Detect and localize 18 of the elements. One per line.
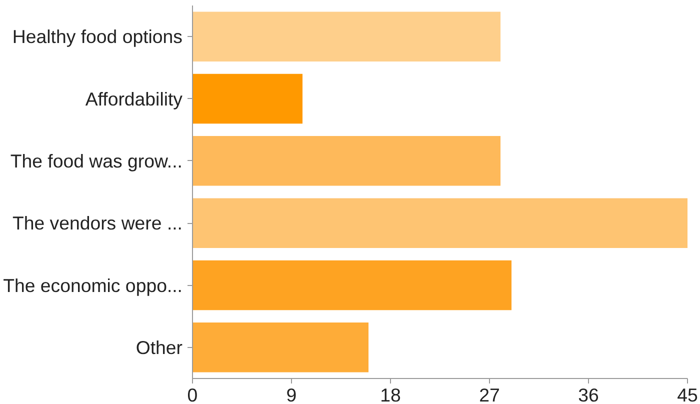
x-tick-label: 9 xyxy=(286,384,297,404)
y-tick-label: The vendors were ... xyxy=(12,212,183,234)
y-tick-label: Other xyxy=(136,336,183,358)
y-tick-label: Affordability xyxy=(85,88,184,110)
bar xyxy=(192,198,688,248)
bar xyxy=(192,260,512,310)
bar xyxy=(192,136,500,186)
bar xyxy=(192,12,500,62)
x-tick-label: 18 xyxy=(380,384,401,404)
y-tick-label: The food was grow... xyxy=(10,150,183,172)
x-tick-label: 0 xyxy=(187,384,198,404)
y-tick-label: The economic oppo... xyxy=(3,274,183,296)
x-tick-label: 45 xyxy=(677,384,698,404)
x-tick-label: 36 xyxy=(578,384,599,404)
bar xyxy=(192,322,368,372)
x-tick-label: 27 xyxy=(479,384,500,404)
y-tick-label: Healthy food options xyxy=(12,26,182,48)
bar xyxy=(192,74,302,124)
